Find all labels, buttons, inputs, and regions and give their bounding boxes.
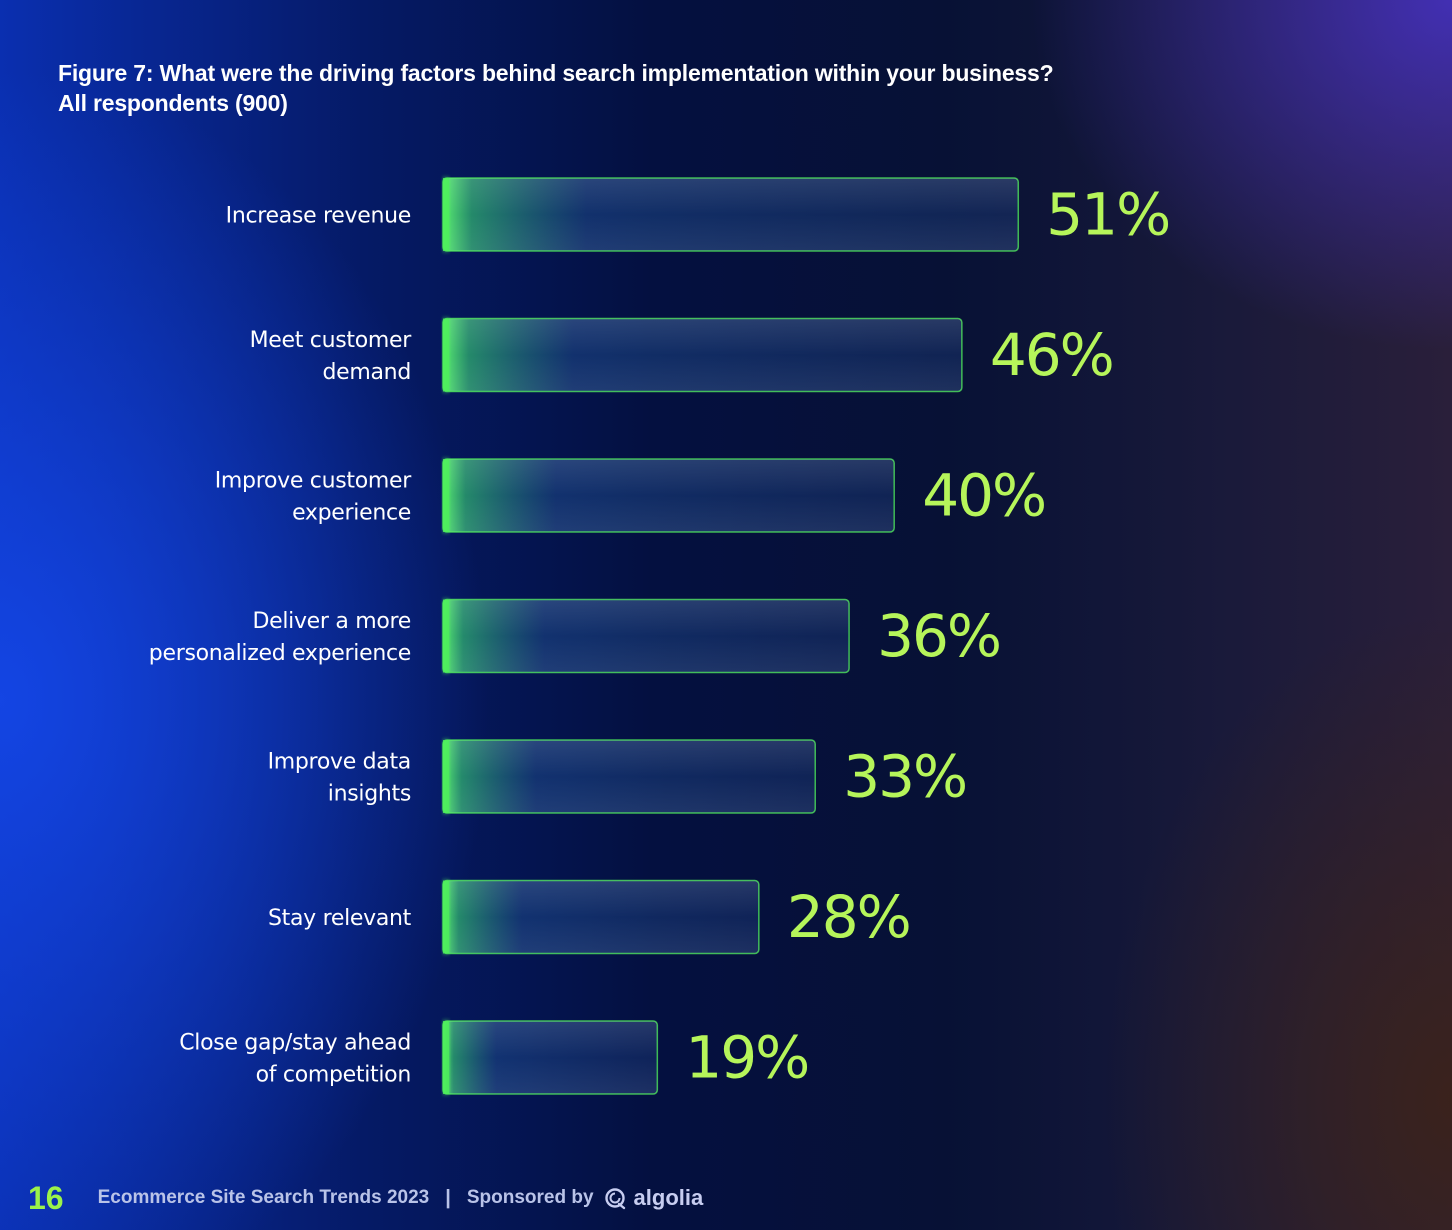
bar-group: 51% Increase revenue 46% Meet customer deman… bbox=[149, 177, 1171, 1095]
bar-edge-glow-4 bbox=[443, 599, 449, 673]
value-label-6: 28% bbox=[787, 883, 910, 951]
bar-sheen-1 bbox=[443, 178, 1019, 251]
value-label-2: 46% bbox=[990, 321, 1113, 389]
value-label-1: 51% bbox=[1046, 181, 1169, 249]
category-label-3-line-1: Improve customer bbox=[215, 469, 413, 494]
bar-edge-glow-5 bbox=[443, 740, 449, 813]
category-label-4-line-2: personalized experience bbox=[149, 641, 411, 666]
category-label-4-line-1: Deliver a more bbox=[252, 609, 411, 634]
bar-sheen-2 bbox=[443, 318, 962, 392]
algolia-logo-text: algolia bbox=[633, 1185, 704, 1210]
value-label-4: 36% bbox=[877, 602, 1000, 670]
value-label-3: 40% bbox=[922, 462, 1045, 530]
value-label-5: 33% bbox=[843, 743, 966, 811]
footer: 16 Ecommerce Site Search Trends 2023 | S… bbox=[28, 1178, 703, 1218]
footer-separator: | bbox=[445, 1186, 451, 1209]
value-label-7: 19% bbox=[685, 1024, 808, 1092]
algolia-logo: algolia bbox=[604, 1185, 704, 1211]
category-label-3-line-2: experience bbox=[292, 501, 411, 526]
bar-sheen-6 bbox=[443, 880, 759, 954]
bar-edge-glow-2 bbox=[443, 318, 449, 392]
category-label-6: Stay relevant bbox=[268, 906, 412, 931]
algolia-logo-icon bbox=[604, 1188, 625, 1210]
page-number: 16 bbox=[28, 1179, 64, 1216]
bar-sheen-5 bbox=[443, 740, 816, 813]
category-label-2-line-2: demand bbox=[322, 360, 411, 385]
category-label-7-line-2: of competition bbox=[256, 1063, 411, 1088]
chart-subtitle: All respondents (900) bbox=[58, 90, 288, 116]
category-label-5-line-2: insights bbox=[328, 782, 411, 807]
bar-chart: 51% Increase revenue 46% Meet customer deman… bbox=[149, 136, 1172, 1160]
chart-title: Figure 7: What were the driving factors … bbox=[58, 58, 1054, 118]
category-label-5-line-1: Improve data bbox=[268, 750, 411, 775]
bar-edge-glow-6 bbox=[443, 880, 449, 954]
bar-sheen-7 bbox=[443, 1021, 658, 1094]
category-label-2-line-1: Meet customer bbox=[250, 328, 413, 353]
chart-title-line-1: Figure 7: What were the driving factors … bbox=[58, 60, 1054, 86]
bar-sheen-4 bbox=[443, 599, 850, 673]
bar-sheen-3 bbox=[443, 459, 895, 532]
category-label-7-line-1: Close gap/stay ahead bbox=[179, 1031, 411, 1056]
bar-edge-glow-7 bbox=[443, 1021, 449, 1094]
bar-edge-glow-1 bbox=[443, 178, 449, 251]
report-title: Ecommerce Site Search Trends 2023 bbox=[97, 1187, 430, 1208]
bar-edge-glow-3 bbox=[443, 459, 449, 532]
category-label-1: Increase revenue bbox=[226, 204, 411, 229]
sponsored-by-label: Sponsored by bbox=[466, 1187, 594, 1208]
